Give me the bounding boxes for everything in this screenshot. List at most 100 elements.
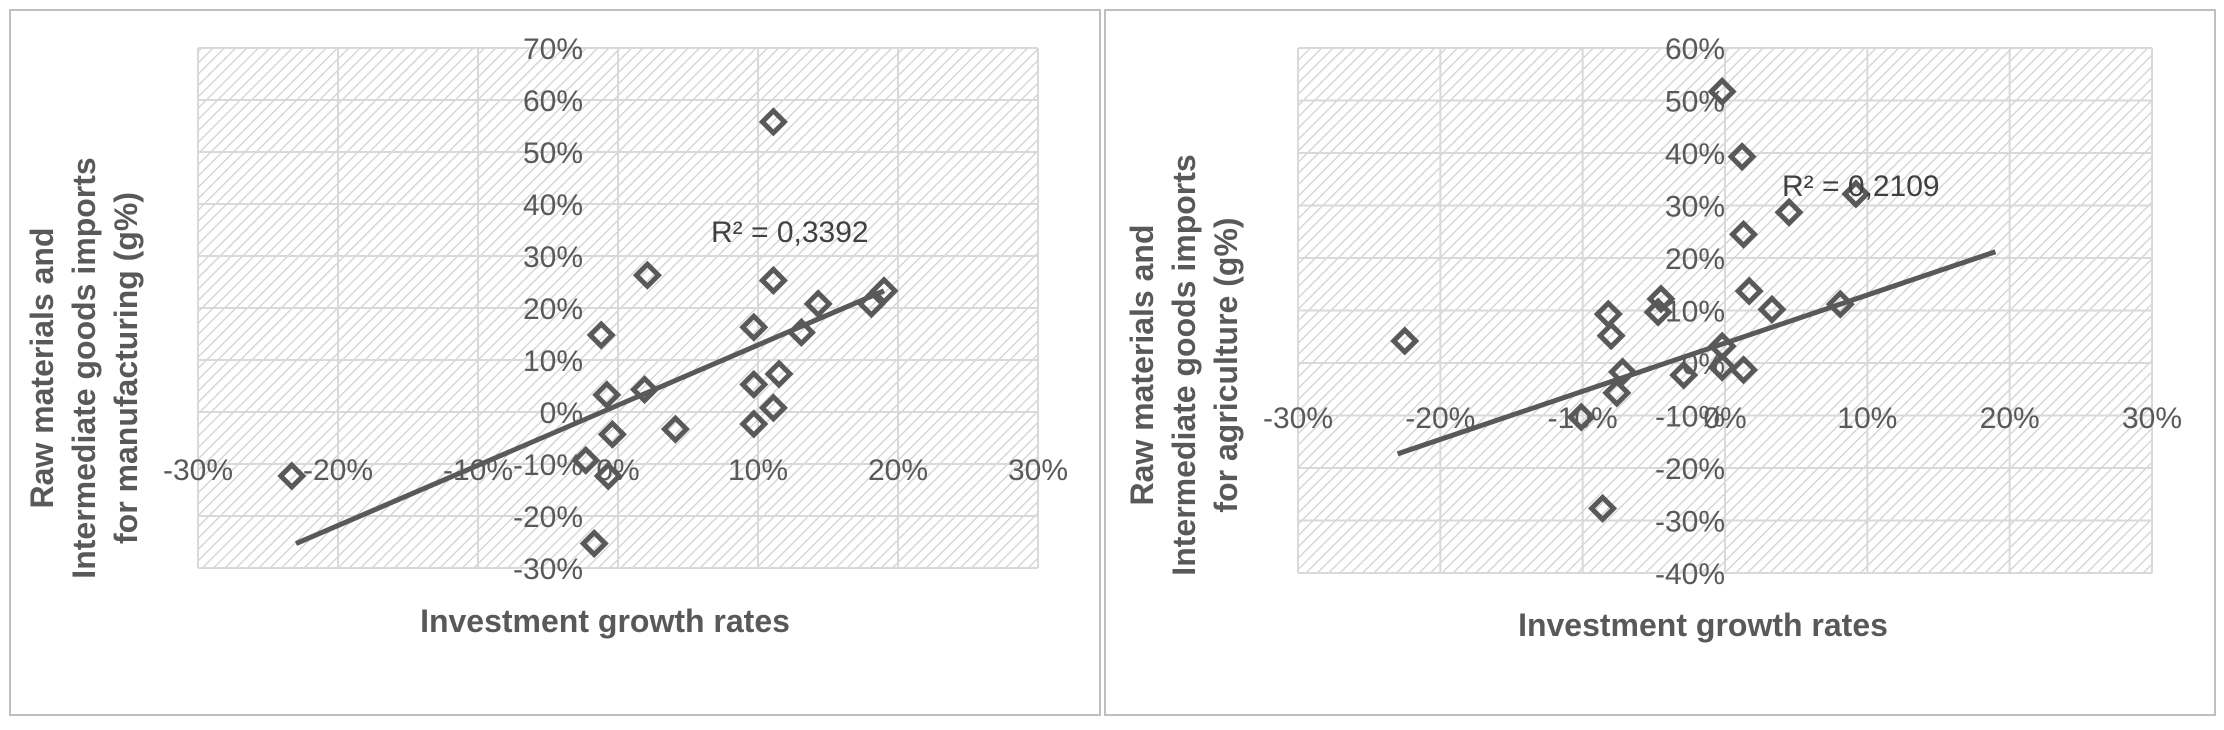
y-tick-label: 60%	[523, 85, 583, 118]
y-tick-label: 10%	[1665, 296, 1725, 329]
x-tick-label: -20%	[303, 454, 373, 487]
r-squared-label: R² = 0,2109	[1782, 170, 1940, 203]
y-axis-title-line-2: Intermediate goods imports	[1166, 154, 1202, 575]
y-tick-label: -10%	[513, 449, 583, 482]
y-tick-label: -20%	[513, 501, 583, 534]
data-point	[630, 375, 660, 405]
data-point	[758, 107, 788, 137]
x-tick-label: 30%	[2122, 402, 2182, 435]
y-axis-title-line-2: Intermediate goods imports	[66, 157, 102, 578]
data-point	[803, 289, 833, 319]
data-point	[1707, 77, 1737, 107]
data-point	[1757, 294, 1787, 324]
data-point	[1734, 276, 1764, 306]
x-tick-label: -10%	[1548, 402, 1618, 435]
agriculture-chart-panel: -30% -20% -10% 0% 10% 20% 30% -40%-30%-20%-10%…	[1104, 9, 2216, 716]
manufacturing-chart-panel: -30% -20% -10% 0% 10% 20% 30% -30%-20%-10%0%10…	[9, 9, 1101, 716]
y-tick-label: -30%	[1655, 506, 1725, 539]
data-point	[758, 265, 788, 295]
data-point	[1607, 357, 1638, 387]
x-axis-title: Investment growth rates	[420, 603, 790, 639]
y-tick-label: 30%	[1665, 191, 1725, 224]
y-tick-label: 30%	[523, 241, 583, 274]
x-tick-label: 10%	[728, 454, 788, 487]
y-tick-label: 40%	[1665, 138, 1725, 171]
trendline	[295, 288, 885, 546]
data-point	[1728, 355, 1759, 385]
y-tick-labels: -30% -20% -10% 0% 10% 20% 30% 40% 50% 60% 70%	[513, 33, 583, 586]
data-point	[1646, 284, 1676, 314]
y-tick-label: -40%	[1655, 558, 1725, 591]
y-tick-label: 50%	[1665, 86, 1725, 119]
gridlines	[1297, 47, 2153, 574]
data-points	[277, 107, 899, 559]
data-point	[277, 461, 307, 491]
x-tick-label: -10%	[443, 454, 513, 487]
y-tick-label: -10%	[1655, 401, 1725, 434]
data-point	[592, 380, 622, 410]
data-point	[1774, 197, 1804, 227]
x-tick-label: 20%	[868, 454, 928, 487]
y-tick-label: 0%	[540, 397, 583, 430]
x-tick-label: -30%	[163, 454, 233, 487]
data-point	[1566, 402, 1596, 432]
x-axis-title: Investment growth rates	[1518, 607, 1888, 643]
y-axis-title: Raw materials and Intermediate goods imp…	[1124, 154, 1244, 575]
y-tick-label: 20%	[1665, 243, 1725, 276]
data-point	[739, 312, 769, 342]
data-point	[764, 359, 794, 389]
data-point	[1390, 326, 1420, 356]
gridlines	[197, 47, 1039, 569]
data-point	[1727, 142, 1757, 172]
data-point	[1841, 179, 1871, 209]
data-point	[856, 289, 886, 319]
x-tick-labels: -30% -20% -10% 0% 10% 20% 30%	[1263, 402, 2182, 435]
y-tick-label: -20%	[1655, 453, 1725, 486]
x-tick-label: 0%	[1703, 402, 1746, 435]
x-tick-label: -30%	[1263, 402, 1333, 435]
data-point	[1588, 493, 1618, 523]
y-axis-title-line-3: for agriculture (g%)	[1208, 217, 1244, 512]
x-tick-labels: -30% -20% -10% 0% 10% 20% 30%	[163, 454, 1068, 487]
data-point	[586, 320, 616, 350]
data-point	[1602, 378, 1632, 408]
y-tick-label: -30%	[513, 553, 583, 586]
y-axis-title-line-1: Raw materials and	[24, 228, 60, 509]
x-tick-label: -20%	[1405, 402, 1475, 435]
y-tick-label: 40%	[523, 189, 583, 222]
data-point	[869, 276, 899, 306]
data-point	[1707, 352, 1737, 382]
data-point	[571, 445, 601, 475]
data-point	[597, 419, 627, 449]
y-tick-label: 60%	[1665, 33, 1725, 66]
data-point	[632, 260, 662, 290]
x-tick-label: 10%	[1837, 402, 1897, 435]
y-tick-labels: -40% -30% -20% -10% 0% 10% 20% 30% 40% 50% 60%	[1655, 33, 1725, 591]
x-tick-label: 30%	[1008, 454, 1068, 487]
y-axis-title-line-1: Raw materials and	[1124, 225, 1160, 506]
data-point	[758, 393, 788, 423]
y-tick-label: 0%	[1682, 348, 1725, 381]
y-axis-title-line-3: for manufacturing (g%)	[108, 192, 144, 544]
data-point	[786, 317, 816, 347]
data-point	[1643, 297, 1673, 327]
y-tick-label: 70%	[523, 33, 583, 66]
data-point	[739, 369, 769, 399]
data-point	[593, 461, 623, 491]
data-point	[1825, 289, 1855, 319]
data-point	[579, 529, 609, 559]
y-axis-title: Raw materials and Intermediate goods imp…	[24, 157, 144, 578]
y-tick-label: 50%	[523, 137, 583, 170]
r-squared-label: R² = 0,3392	[711, 216, 869, 249]
trendline	[1396, 249, 1997, 457]
data-point	[739, 409, 769, 439]
data-point	[1596, 321, 1626, 351]
x-tick-label: 20%	[1980, 402, 2040, 435]
data-point	[1728, 219, 1759, 249]
x-tick-label: 0%	[596, 454, 639, 487]
data-point	[660, 414, 690, 444]
data-point	[1669, 360, 1699, 390]
y-tick-label: 10%	[523, 345, 583, 378]
data-points	[1390, 77, 1871, 523]
